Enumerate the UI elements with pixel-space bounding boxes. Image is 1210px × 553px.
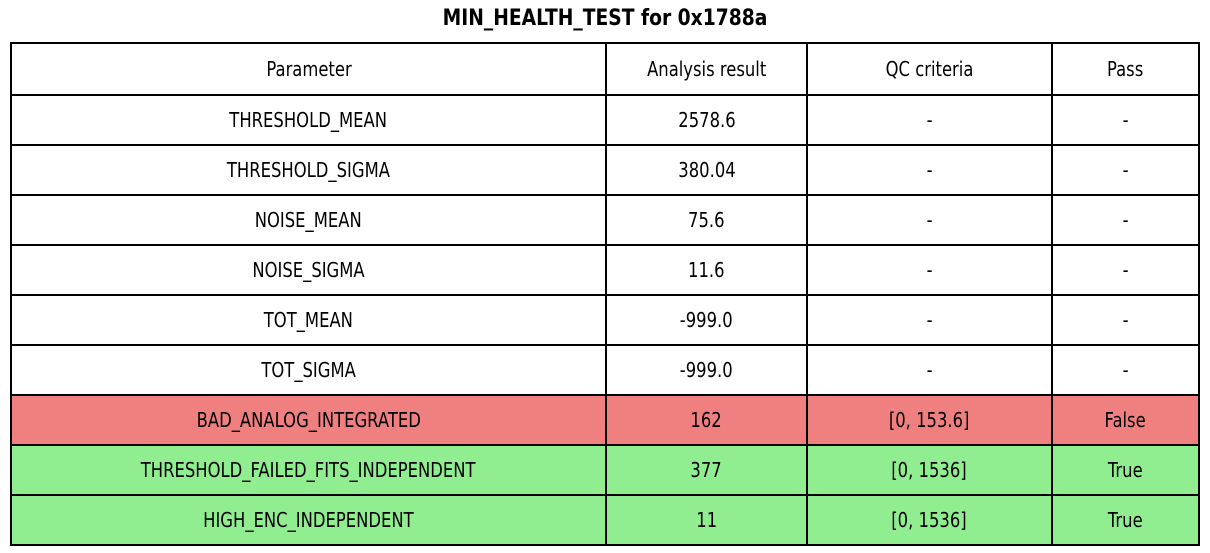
cell-pass-text: -	[1122, 308, 1129, 332]
cell-analysis-result: 162	[605, 394, 808, 446]
cell-parameter-text: THRESHOLD_MEAN	[229, 108, 388, 132]
cell-parameter-text: BAD_ANALOG_INTEGRATED	[196, 408, 421, 432]
cell-analysis-result-text: -999.0	[680, 358, 734, 382]
cell-pass: -	[1050, 194, 1201, 246]
cell-parameter: TOT_SIGMA	[9, 344, 608, 396]
cell-parameter: THRESHOLD_FAILED_FITS_INDEPENDENT	[9, 444, 608, 496]
header-analysis-result: Analysis result	[605, 42, 808, 96]
cell-pass-text: -	[1122, 158, 1129, 182]
cell-analysis-result-text: 377	[690, 458, 723, 482]
table-body: THRESHOLD_MEAN 2578.6 - - THRESHOLD_SIGM…	[9, 94, 1201, 546]
cell-parameter-text: THRESHOLD_SIGMA	[227, 158, 391, 182]
page-title-text: MIN_HEALTH_TEST for 0x1788a	[442, 6, 768, 31]
header-qc-criteria: QC criteria	[805, 42, 1053, 96]
cell-parameter-text: HIGH_ENC_INDEPENDENT	[203, 508, 414, 532]
qc-table: Parameter Analysis result QC criteria Pa…	[9, 42, 1201, 546]
cell-parameter: NOISE_MEAN	[9, 194, 608, 246]
cell-qc-criteria-text: -	[926, 358, 933, 382]
cell-analysis-result: -999.0	[605, 344, 808, 396]
cell-qc-criteria-text: -	[926, 158, 933, 182]
cell-parameter-text: THRESHOLD_FAILED_FITS_INDEPENDENT	[141, 458, 477, 482]
cell-analysis-result-text: 11	[696, 508, 718, 532]
cell-qc-criteria-text: -	[926, 108, 933, 132]
cell-parameter: TOT_MEAN	[9, 294, 608, 346]
table-row: TOT_SIGMA -999.0 - -	[9, 344, 1201, 396]
cell-qc-criteria: -	[805, 344, 1053, 396]
cell-parameter-text: TOT_SIGMA	[261, 358, 356, 382]
header-row: Parameter Analysis result QC criteria Pa…	[9, 42, 1201, 96]
cell-parameter-text: NOISE_SIGMA	[252, 258, 365, 282]
cell-parameter-text: TOT_MEAN	[264, 308, 354, 332]
header-analysis-result-label: Analysis result	[646, 57, 767, 81]
cell-analysis-result-text: -999.0	[680, 308, 734, 332]
cell-pass: -	[1050, 94, 1201, 146]
cell-parameter: THRESHOLD_SIGMA	[9, 144, 608, 196]
cell-analysis-result-text: 75.6	[688, 208, 725, 232]
cell-analysis-result-text: 2578.6	[677, 108, 736, 132]
table-row: HIGH_ENC_INDEPENDENT 11 [0, 1536] True	[9, 494, 1201, 546]
cell-parameter-text: NOISE_MEAN	[255, 208, 363, 232]
cell-qc-criteria: -	[805, 294, 1053, 346]
cell-pass-text: -	[1122, 358, 1129, 382]
header-parameter-label: Parameter	[265, 57, 352, 81]
cell-analysis-result: 2578.6	[605, 94, 808, 146]
cell-analysis-result-text: 380.04	[677, 158, 736, 182]
table-row: NOISE_MEAN 75.6 - -	[9, 194, 1201, 246]
header-parameter: Parameter	[9, 42, 608, 96]
table-row: TOT_MEAN -999.0 - -	[9, 294, 1201, 346]
header-pass-label: Pass	[1107, 57, 1144, 81]
cell-qc-criteria-text: [0, 153.6]	[889, 408, 970, 432]
header-pass: Pass	[1050, 42, 1201, 96]
cell-pass: -	[1050, 144, 1201, 196]
cell-qc-criteria-text: [0, 1536]	[891, 458, 968, 482]
cell-analysis-result: -999.0	[605, 294, 808, 346]
cell-pass-text: -	[1122, 108, 1129, 132]
cell-pass: -	[1050, 294, 1201, 346]
cell-analysis-result-text: 162	[690, 408, 723, 432]
cell-analysis-result: 75.6	[605, 194, 808, 246]
cell-pass-text: -	[1122, 208, 1129, 232]
cell-analysis-result: 377	[605, 444, 808, 496]
cell-pass: True	[1050, 494, 1201, 546]
cell-pass: True	[1050, 444, 1201, 496]
cell-analysis-result: 380.04	[605, 144, 808, 196]
cell-pass: False	[1050, 394, 1201, 446]
table-row: BAD_ANALOG_INTEGRATED 162 [0, 153.6] Fal…	[9, 394, 1201, 446]
header-qc-criteria-label: QC criteria	[885, 57, 974, 81]
cell-pass-text: False	[1104, 408, 1146, 432]
cell-pass-text: -	[1122, 258, 1129, 282]
cell-qc-criteria-text: -	[926, 258, 933, 282]
cell-qc-criteria: [0, 153.6]	[805, 394, 1053, 446]
cell-parameter: BAD_ANALOG_INTEGRATED	[9, 394, 608, 446]
cell-parameter: THRESHOLD_MEAN	[9, 94, 608, 146]
cell-analysis-result: 11.6	[605, 244, 808, 296]
cell-qc-criteria: [0, 1536]	[805, 494, 1053, 546]
cell-analysis-result-text: 11.6	[688, 258, 725, 282]
cell-qc-criteria: -	[805, 144, 1053, 196]
cell-analysis-result: 11	[605, 494, 808, 546]
cell-qc-criteria-text: -	[926, 208, 933, 232]
cell-qc-criteria-text: -	[926, 308, 933, 332]
cell-qc-criteria: -	[805, 244, 1053, 296]
table-row: THRESHOLD_FAILED_FITS_INDEPENDENT 377 [0…	[9, 444, 1201, 496]
cell-qc-criteria: -	[805, 194, 1053, 246]
cell-qc-criteria-text: [0, 1536]	[891, 508, 968, 532]
cell-pass: -	[1050, 244, 1201, 296]
cell-parameter: HIGH_ENC_INDEPENDENT	[9, 494, 608, 546]
cell-qc-criteria: -	[805, 94, 1053, 146]
table-row: THRESHOLD_MEAN 2578.6 - -	[9, 94, 1201, 146]
cell-pass: -	[1050, 344, 1201, 396]
cell-parameter: NOISE_SIGMA	[9, 244, 608, 296]
cell-qc-criteria: [0, 1536]	[805, 444, 1053, 496]
cell-pass-text: True	[1107, 508, 1143, 532]
page-title: MIN_HEALTH_TEST for 0x1788a	[0, 2, 1210, 37]
table-row: THRESHOLD_SIGMA 380.04 - -	[9, 144, 1201, 196]
table-row: NOISE_SIGMA 11.6 - -	[9, 244, 1201, 296]
cell-pass-text: True	[1107, 458, 1143, 482]
